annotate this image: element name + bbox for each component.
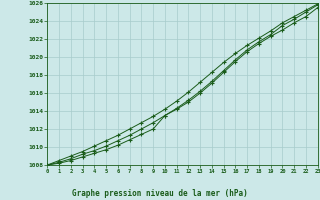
Text: Graphe pression niveau de la mer (hPa): Graphe pression niveau de la mer (hPa) [72, 189, 248, 198]
